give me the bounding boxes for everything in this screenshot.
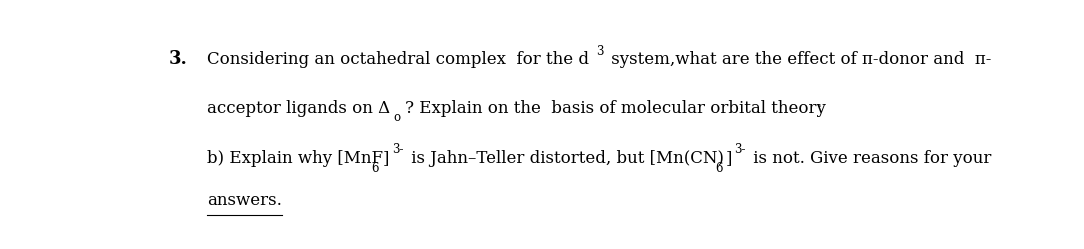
Text: Considering an octahedral complex  for the d: Considering an octahedral complex for th… bbox=[207, 51, 589, 68]
Text: answers.: answers. bbox=[207, 192, 282, 209]
Text: 3-: 3- bbox=[735, 143, 746, 156]
Text: 3-: 3- bbox=[391, 143, 403, 156]
Text: is not. Give reasons for your: is not. Give reasons for your bbox=[748, 150, 991, 167]
Text: is Jahn–Teller distorted, but [Mn(CN): is Jahn–Teller distorted, but [Mn(CN) bbox=[406, 150, 724, 167]
Text: 3.: 3. bbox=[169, 50, 188, 68]
Text: .: . bbox=[817, 97, 822, 110]
Text: acceptor ligands on Δ: acceptor ligands on Δ bbox=[207, 100, 390, 117]
Text: 6: 6 bbox=[372, 162, 379, 175]
Text: b) Explain why [MnF: b) Explain why [MnF bbox=[207, 150, 383, 167]
Text: ? Explain on the  basis of molecular orbital theory: ? Explain on the basis of molecular orbi… bbox=[405, 100, 826, 117]
Text: system,what are the effect of π-donor and  π-: system,what are the effect of π-donor an… bbox=[606, 51, 992, 68]
Text: ]: ] bbox=[725, 150, 732, 167]
Text: o: o bbox=[393, 111, 400, 124]
Text: ]: ] bbox=[383, 150, 389, 167]
Text: 6: 6 bbox=[715, 162, 723, 175]
Text: 3: 3 bbox=[596, 45, 604, 58]
